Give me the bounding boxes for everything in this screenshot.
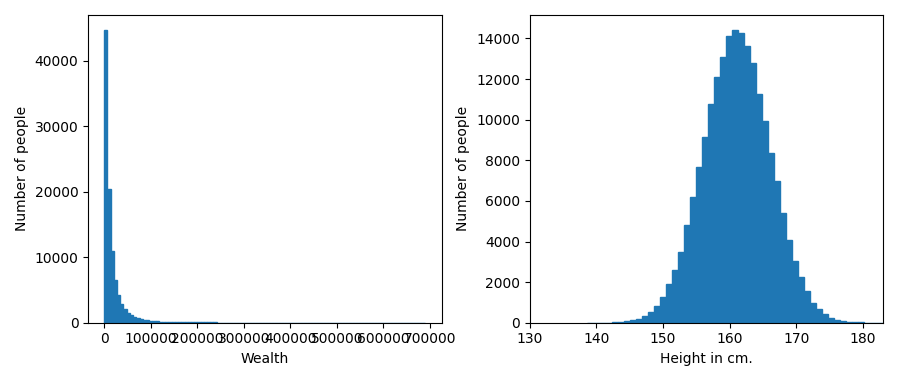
Bar xyxy=(702,137,708,323)
Bar xyxy=(665,284,672,323)
Bar xyxy=(690,197,696,323)
Bar xyxy=(136,318,139,323)
Bar xyxy=(165,322,169,323)
Bar xyxy=(629,320,636,323)
Bar xyxy=(114,280,117,323)
Bar xyxy=(720,57,726,323)
Bar xyxy=(181,322,184,323)
Bar xyxy=(169,322,172,323)
Bar xyxy=(678,252,683,323)
Bar xyxy=(708,104,714,323)
Bar xyxy=(108,189,110,323)
Bar xyxy=(846,322,852,323)
Bar xyxy=(810,303,816,323)
Bar xyxy=(672,270,678,323)
Bar xyxy=(774,181,780,323)
Bar xyxy=(124,309,127,323)
Bar xyxy=(732,30,738,323)
Bar xyxy=(120,304,124,323)
Bar xyxy=(188,322,191,323)
Bar xyxy=(804,291,810,323)
Bar xyxy=(117,295,120,323)
Bar xyxy=(172,322,175,323)
Bar xyxy=(636,319,642,323)
Bar xyxy=(762,121,768,323)
Bar xyxy=(104,30,108,323)
X-axis label: Wealth: Wealth xyxy=(241,352,289,366)
Bar xyxy=(744,46,750,323)
Bar xyxy=(642,316,647,323)
Y-axis label: Number of people: Number of people xyxy=(456,106,471,231)
Bar xyxy=(139,319,143,323)
Bar xyxy=(647,312,654,323)
Bar xyxy=(184,322,188,323)
Bar xyxy=(110,251,114,323)
Bar xyxy=(852,322,858,323)
Bar xyxy=(130,315,133,323)
Bar xyxy=(683,225,690,323)
Y-axis label: Number of people: Number of people xyxy=(15,106,29,231)
Bar xyxy=(162,322,165,323)
Bar xyxy=(798,277,804,323)
Bar xyxy=(786,240,792,323)
Bar xyxy=(155,321,159,323)
Bar xyxy=(780,213,786,323)
Bar xyxy=(153,321,155,323)
Bar xyxy=(756,94,762,323)
Bar xyxy=(823,314,828,323)
Bar xyxy=(834,320,841,323)
Bar xyxy=(159,322,162,323)
Bar xyxy=(178,322,181,323)
Bar xyxy=(816,309,823,323)
Bar xyxy=(143,320,146,323)
Bar xyxy=(175,322,178,323)
Bar xyxy=(618,322,623,323)
Bar xyxy=(841,321,846,323)
Bar xyxy=(768,153,774,323)
Bar xyxy=(660,297,665,323)
Bar xyxy=(828,318,834,323)
Bar xyxy=(738,33,744,323)
Bar xyxy=(146,320,149,323)
Bar xyxy=(127,313,130,323)
Bar xyxy=(750,63,756,323)
Bar xyxy=(726,35,732,323)
Bar xyxy=(696,167,702,323)
Bar xyxy=(149,321,153,323)
X-axis label: Height in cm.: Height in cm. xyxy=(660,352,753,366)
Bar xyxy=(623,322,629,323)
Bar xyxy=(792,261,798,323)
Bar xyxy=(654,306,660,323)
Bar xyxy=(133,317,136,323)
Bar xyxy=(714,77,720,323)
